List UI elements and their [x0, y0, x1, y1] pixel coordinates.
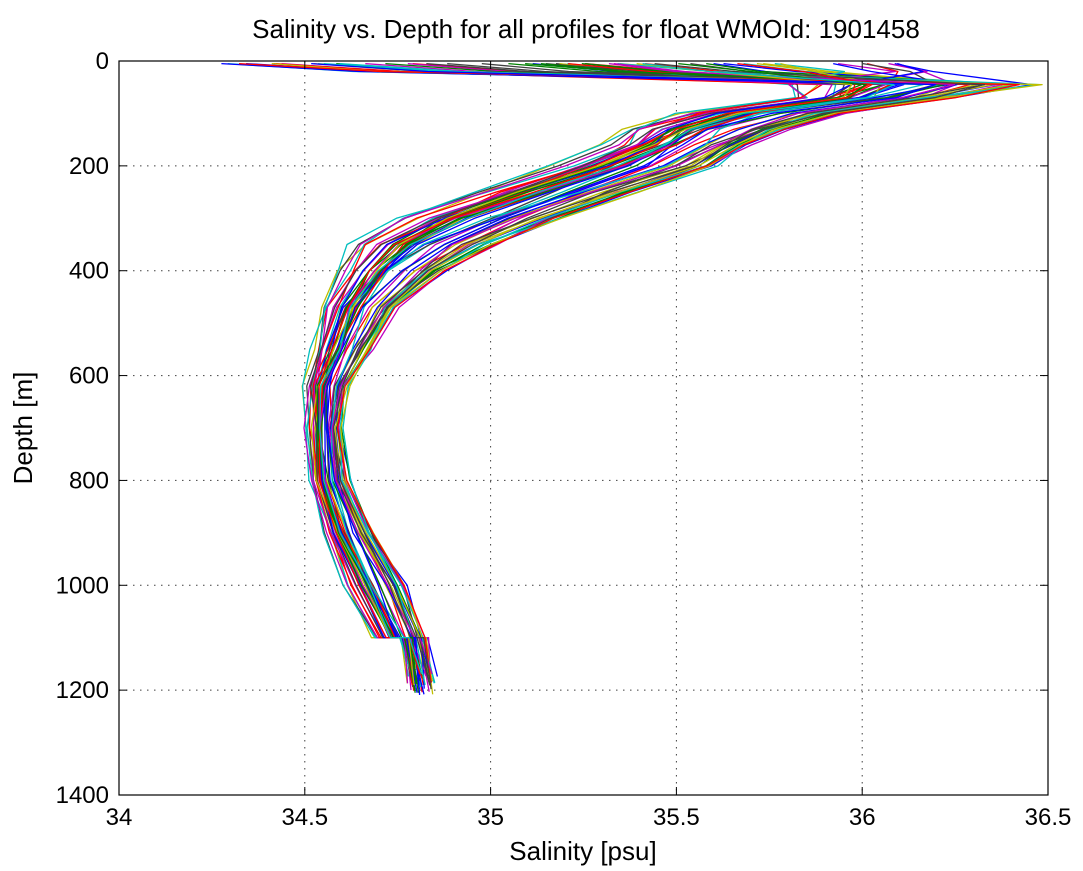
- profile-line: [329, 62, 1015, 686]
- profile-line: [312, 62, 833, 680]
- profile-line: [335, 62, 996, 683]
- x-axis-label: Salinity [psu]: [509, 836, 656, 866]
- y-tick-label: 1000: [56, 572, 109, 599]
- profile-line: [238, 62, 1020, 683]
- y-tick-label: 1400: [56, 782, 109, 809]
- y-tick-label: 1200: [56, 677, 109, 704]
- x-tick-label: 36.5: [1025, 804, 1072, 831]
- chart-title: Salinity vs. Depth for all profiles for …: [252, 14, 920, 44]
- y-tick-label: 800: [69, 467, 109, 494]
- profile-line: [314, 62, 863, 692]
- y-tick-label: 400: [69, 258, 109, 285]
- x-tick-label: 35.5: [653, 804, 700, 831]
- profile-line: [337, 62, 978, 683]
- y-axis-label: Depth [m]: [8, 372, 38, 485]
- grid-lines: [119, 61, 1048, 795]
- profile-line: [340, 62, 1012, 684]
- profile-line: [311, 62, 936, 695]
- profile-line: [340, 62, 1017, 677]
- profile-line: [311, 62, 870, 670]
- x-tick-label: 35: [477, 804, 504, 831]
- axis-ticks: 34 34.5 35 35.5 36 36.5 0 200 400 600 800 1000 1200 1…: [56, 48, 1072, 831]
- profile-line: [332, 62, 986, 690]
- profile-lines: [221, 62, 1043, 695]
- x-tick-label: 34: [106, 804, 133, 831]
- profile-line: [331, 62, 956, 675]
- profile-line: [331, 62, 924, 686]
- profile-line: [316, 62, 866, 684]
- plot-frame: [118, 60, 1049, 796]
- profile-line: [275, 62, 823, 685]
- x-tick-label: 36: [849, 804, 876, 831]
- profile-line: [319, 62, 895, 675]
- profile-line: [318, 62, 873, 675]
- y-tick-label: 600: [69, 363, 109, 390]
- y-tick-label: 0: [96, 48, 109, 75]
- y-tick-label: 200: [69, 153, 109, 180]
- profile-line: [317, 62, 924, 693]
- profile-line: [306, 62, 846, 685]
- x-tick-label: 34.5: [281, 804, 328, 831]
- profile-line: [342, 62, 1041, 683]
- profile-line: [313, 62, 869, 691]
